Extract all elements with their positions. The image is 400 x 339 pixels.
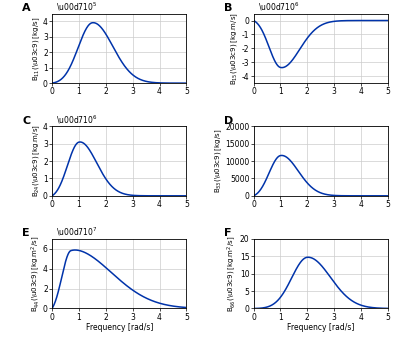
X-axis label: Frequency [rad/s]: Frequency [rad/s]: [287, 323, 354, 332]
Y-axis label: B$_{24}$(\u03c9) [kg.m/s]: B$_{24}$(\u03c9) [kg.m/s]: [31, 124, 42, 198]
Y-axis label: B$_{11}$(\u03c9) [kg/s]: B$_{11}$(\u03c9) [kg/s]: [31, 16, 42, 81]
Text: C: C: [22, 116, 30, 125]
Text: \u00d710$^7$: \u00d710$^7$: [56, 226, 98, 238]
Text: D: D: [224, 116, 233, 125]
X-axis label: Frequency [rad/s]: Frequency [rad/s]: [86, 323, 153, 332]
Text: A: A: [22, 3, 31, 13]
Y-axis label: B$_{33}$(\u03c9) [kg/s]: B$_{33}$(\u03c9) [kg/s]: [213, 129, 224, 193]
Text: F: F: [224, 228, 232, 238]
Y-axis label: B$_{15}$(\u03c9) [kg.m/s]: B$_{15}$(\u03c9) [kg.m/s]: [230, 12, 240, 85]
Text: E: E: [22, 228, 30, 238]
Text: \u00d710$^6$: \u00d710$^6$: [258, 0, 299, 13]
Y-axis label: B$_{66}$(\u03c9) [kg.m$^2$/s]: B$_{66}$(\u03c9) [kg.m$^2$/s]: [226, 236, 238, 312]
Text: \u00d710$^6$: \u00d710$^6$: [56, 113, 98, 125]
Text: B: B: [224, 3, 232, 13]
Y-axis label: B$_{44}$(\u03c9) [kg.m$^2$/s]: B$_{44}$(\u03c9) [kg.m$^2$/s]: [29, 236, 42, 312]
Text: \u00d710$^5$: \u00d710$^5$: [56, 0, 98, 13]
